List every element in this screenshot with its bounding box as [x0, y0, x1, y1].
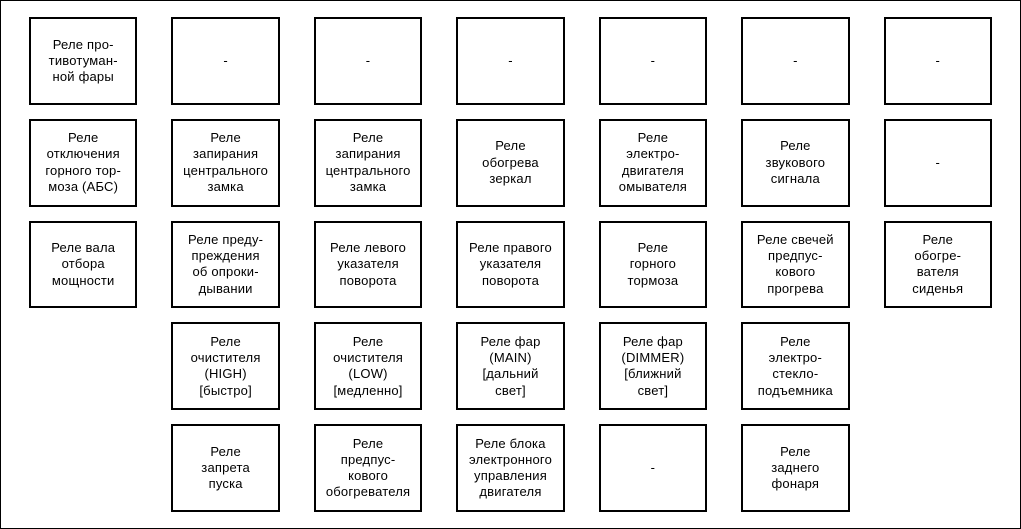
relay-cell: Реле звукового сигнала [741, 119, 849, 207]
relay-cell: - [599, 17, 707, 105]
relay-cell: Реле электро- стекло- подъемника [741, 322, 849, 410]
relay-cell: - [884, 17, 992, 105]
relay-cell: Реле вала отбора мощности [29, 221, 137, 309]
relay-cell: Реле обогрева зеркал [456, 119, 564, 207]
relay-cell: Реле обогре- вателя сиденья [884, 221, 992, 309]
relay-cell: Реле горного тормоза [599, 221, 707, 309]
relay-cell: - [171, 17, 279, 105]
relay-cell: Реле левого указателя поворота [314, 221, 422, 309]
relay-cell: Реле про- тивотуман- ной фары [29, 17, 137, 105]
relay-cell: Реле блока электронного управления двига… [456, 424, 564, 512]
relay-cell: Реле преду- преждения об опроки- дывании [171, 221, 279, 309]
relay-cell: Реле свечей предпус- кового прогрева [741, 221, 849, 309]
relay-cell: Реле предпус- кового обогревателя [314, 424, 422, 512]
relay-cell: Реле очистителя (HIGH) [быстро] [171, 322, 279, 410]
relay-cell: Реле отключения горного тор- моза (АБС) [29, 119, 137, 207]
relay-diagram-frame: Реле про- тивотуман- ной фары------Реле … [0, 0, 1021, 529]
relay-cell: - [741, 17, 849, 105]
relay-cell: Реле фар (MAIN) [дальний свет] [456, 322, 564, 410]
relay-cell: Реле запирания центрального замка [171, 119, 279, 207]
relay-cell: - [599, 424, 707, 512]
relay-cell: Реле электро- двигателя омывателя [599, 119, 707, 207]
relay-grid: Реле про- тивотуман- ной фары------Реле … [29, 17, 992, 512]
relay-cell: Реле запирания центрального замка [314, 119, 422, 207]
relay-cell: Реле заднего фонаря [741, 424, 849, 512]
relay-cell: Реле запрета пуска [171, 424, 279, 512]
relay-cell: Реле фар (DIMMER) [ближний свет] [599, 322, 707, 410]
relay-cell: - [314, 17, 422, 105]
relay-cell: Реле очистителя (LOW) [медленно] [314, 322, 422, 410]
relay-cell: - [884, 119, 992, 207]
relay-cell: - [456, 17, 564, 105]
relay-cell: Реле правого указателя поворота [456, 221, 564, 309]
